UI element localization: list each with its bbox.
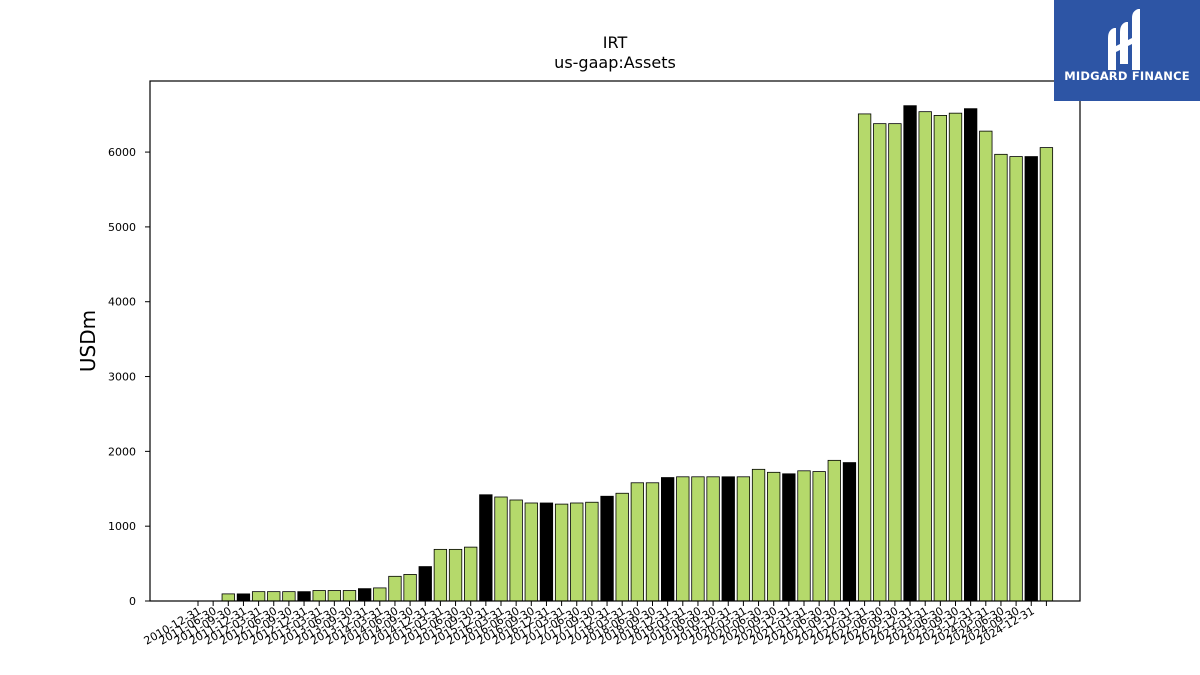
- bar-2014-06-30: [388, 575, 402, 602]
- bar-2021-09-30: [827, 459, 841, 602]
- y-tick-label: 2000: [108, 445, 136, 458]
- bar-2018-09-30: [645, 482, 660, 602]
- bar-2019-12-31: [721, 476, 735, 602]
- bar-2017-06-30: [570, 502, 584, 602]
- y-axis-label: USDm: [76, 310, 100, 372]
- bar-2012-06-30: [267, 591, 281, 602]
- bars-group: [221, 105, 1054, 602]
- y-axis-ticks: 0 1000 2000 3000 4000 5000 6000: [108, 146, 150, 608]
- bar-2011-09-30: [221, 593, 235, 602]
- bar-2021-12-31: [842, 462, 857, 602]
- y-tick-label: 0: [129, 595, 136, 608]
- bar-2011-12-31: [236, 593, 251, 602]
- bar-2013-12-31: [357, 588, 372, 602]
- bar-2021-06-30: [812, 471, 826, 602]
- midgard-finance-logo: MIDGARD FINANCE: [1054, 0, 1200, 101]
- bar-2012-03-31: [251, 591, 266, 602]
- bar-2024-06-30: [994, 153, 1008, 602]
- bar-2015-06-30: [448, 548, 463, 602]
- bar-2013-09-30: [342, 590, 357, 602]
- bar-2015-09-30: [464, 546, 478, 602]
- bar-2014-03-31: [373, 587, 387, 602]
- bar-2018-12-31: [661, 477, 675, 602]
- bar-2021-03-31: [797, 470, 811, 602]
- bar-2024-12-31: [1024, 156, 1038, 602]
- bar-2015-03-31: [433, 548, 448, 602]
- bar-undefined: [1039, 147, 1054, 602]
- bar-2018-03-31: [615, 492, 629, 602]
- bar-2023-09-30: [948, 112, 963, 602]
- bar-2013-03-31: [312, 590, 326, 602]
- chart-title: IRT: [603, 33, 628, 52]
- bar-2024-03-31: [979, 130, 993, 602]
- bar-2016-06-30: [509, 499, 523, 602]
- y-tick-label: 4000: [108, 296, 136, 309]
- bar-2017-12-31: [600, 495, 614, 602]
- midgard-m-logo-icon: [1108, 9, 1140, 70]
- bar-2019-03-31: [676, 476, 690, 602]
- bar-2017-09-30: [585, 501, 599, 602]
- bar-2023-03-31: [918, 111, 932, 602]
- bar-2022-09-30: [888, 123, 902, 602]
- y-tick-label: 6000: [108, 146, 136, 159]
- bar-2020-06-30: [751, 468, 766, 602]
- bar-2016-12-31: [539, 502, 554, 602]
- x-axis-ticks: 2010-12-312011-06-302011-09-302011-12-31…: [142, 601, 1047, 648]
- bar-2014-12-31: [418, 566, 432, 602]
- bar-2019-09-30: [706, 476, 720, 602]
- bar-2023-06-30: [933, 115, 947, 602]
- bar-2017-03-31: [554, 503, 569, 602]
- bar-2023-12-31: [964, 108, 978, 602]
- bar-2022-06-30: [873, 123, 887, 602]
- bar-2015-12-31: [479, 494, 493, 602]
- bar-2018-06-30: [630, 482, 644, 602]
- bar-2022-12-31: [903, 105, 917, 602]
- bar-2013-06-30: [327, 590, 342, 602]
- bar-2012-09-30: [282, 591, 296, 602]
- bar-2014-09-30: [403, 574, 417, 602]
- plot-frame: [149, 80, 1081, 602]
- y-tick-label: 5000: [108, 221, 136, 234]
- y-tick-label: 3000: [108, 371, 136, 384]
- bar-2022-03-31: [857, 113, 872, 602]
- bar-2020-12-31: [782, 473, 796, 602]
- bar-2020-03-31: [736, 476, 751, 602]
- bar-2019-06-30: [691, 476, 705, 602]
- chart-subtitle: us-gaap:Assets: [554, 53, 676, 72]
- bar-2020-09-30: [767, 471, 781, 602]
- logo-text: MIDGARD FINANCE: [1064, 69, 1190, 83]
- bar-2016-03-31: [494, 496, 508, 602]
- bar-2024-09-30: [1009, 156, 1023, 602]
- bar-2012-12-31: [297, 591, 311, 602]
- bar-2016-09-30: [524, 502, 538, 602]
- y-tick-label: 1000: [108, 520, 136, 533]
